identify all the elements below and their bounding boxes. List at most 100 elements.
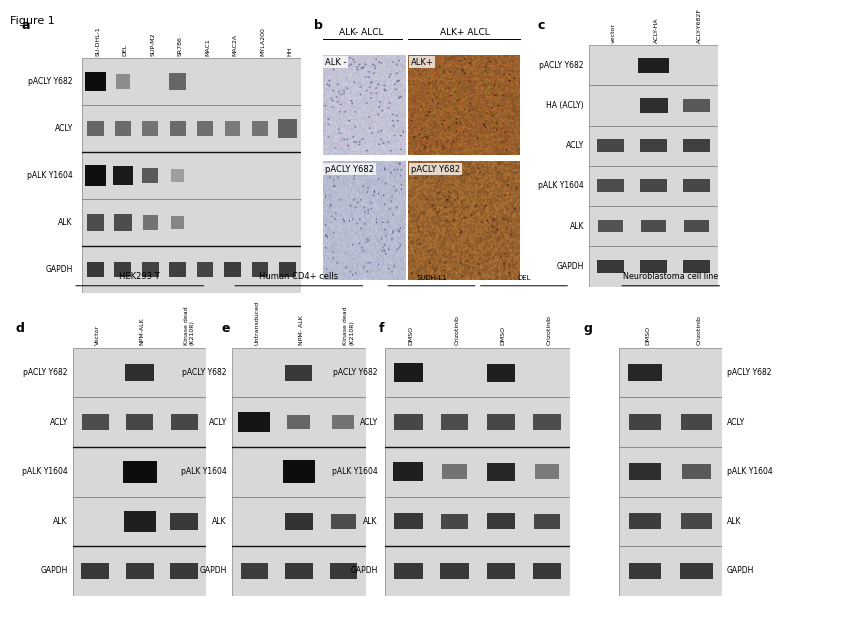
Bar [197, 121, 213, 136]
Text: pACLY Y682: pACLY Y682 [182, 368, 227, 377]
Text: ACLY: ACLY [359, 418, 378, 426]
Bar [81, 563, 109, 579]
Bar [640, 98, 667, 113]
Bar [232, 497, 366, 546]
Text: ALK: ALK [727, 517, 741, 526]
Bar [232, 397, 366, 447]
Bar [252, 121, 267, 136]
Bar [73, 546, 206, 596]
Bar [82, 415, 109, 430]
Bar [385, 397, 570, 447]
Bar [73, 397, 206, 447]
Bar [224, 121, 240, 136]
Text: DEL: DEL [123, 43, 128, 55]
Text: Figure 1: Figure 1 [10, 16, 55, 26]
Bar [598, 139, 624, 152]
Bar [171, 169, 184, 182]
Bar [441, 514, 468, 529]
Bar [278, 118, 297, 138]
Bar [287, 415, 310, 429]
Bar [589, 85, 718, 126]
Text: DMSO: DMSO [408, 326, 414, 345]
Bar [385, 348, 570, 397]
Text: Kinase dead
(K210R): Kinase dead (K210R) [343, 307, 354, 345]
Bar [142, 262, 158, 277]
Text: GAPDH: GAPDH [556, 262, 584, 271]
Bar [232, 546, 366, 596]
Bar [87, 262, 104, 277]
Bar [641, 220, 667, 232]
Text: GAPDH: GAPDH [351, 567, 378, 575]
Text: ACLY: ACLY [50, 418, 68, 426]
Text: ALK+ ALCL: ALK+ ALCL [439, 28, 489, 37]
Bar [126, 364, 154, 381]
Bar [126, 563, 154, 579]
Text: MAC2A: MAC2A [232, 33, 237, 55]
Bar [82, 246, 301, 293]
Text: vector: vector [611, 23, 616, 43]
Bar [332, 415, 354, 429]
Text: ACLY: ACLY [566, 141, 584, 150]
Bar [589, 206, 718, 247]
Bar [681, 414, 712, 430]
Text: MYLA200: MYLA200 [260, 27, 265, 55]
Text: f: f [378, 321, 384, 335]
Bar [534, 514, 561, 529]
Bar [82, 152, 301, 199]
Text: HEK293 T: HEK293 T [120, 272, 160, 281]
Bar [169, 73, 186, 90]
Bar [114, 262, 132, 277]
Bar [487, 563, 515, 579]
Text: pACLY Y682: pACLY Y682 [23, 368, 68, 377]
Bar [619, 497, 722, 546]
Bar [169, 121, 186, 136]
Text: ACLY: ACLY [727, 418, 745, 426]
Bar [170, 415, 198, 430]
Bar [589, 126, 718, 166]
Bar [589, 45, 718, 85]
Bar [85, 166, 106, 185]
Text: pACLY Y682: pACLY Y682 [334, 368, 378, 377]
Text: SR786: SR786 [178, 35, 182, 55]
Text: ALK: ALK [212, 517, 227, 526]
Text: pALK Y1604: pALK Y1604 [28, 171, 73, 180]
Text: Neuroblastoma cell line: Neuroblastoma cell line [624, 272, 718, 281]
Text: pALK Y1604: pALK Y1604 [538, 182, 584, 191]
Text: NPM- ALK: NPM- ALK [299, 316, 304, 345]
Text: Crizotinib: Crizotinib [455, 316, 459, 345]
Bar [619, 546, 722, 596]
Bar [286, 365, 312, 381]
Bar [232, 447, 366, 497]
Bar [589, 166, 718, 206]
Bar [126, 415, 153, 430]
Text: ALK- ALCL: ALK- ALCL [339, 28, 384, 37]
Bar [487, 364, 515, 381]
Bar [487, 513, 515, 529]
Text: MAC1: MAC1 [205, 38, 210, 55]
Bar [681, 513, 712, 529]
Text: GAPDH: GAPDH [200, 567, 227, 575]
Bar [82, 105, 301, 152]
Bar [684, 99, 710, 112]
Text: ALK: ALK [58, 218, 73, 227]
Bar [169, 262, 186, 277]
Bar [238, 412, 270, 432]
Bar [143, 215, 157, 230]
Bar [385, 497, 570, 546]
Bar [532, 563, 562, 579]
Bar [597, 260, 624, 273]
Text: ACLY: ACLY [209, 418, 227, 426]
Text: GAPDH: GAPDH [40, 567, 68, 575]
Bar [640, 260, 667, 273]
Text: ACLY-HA: ACLY-HA [654, 17, 659, 43]
Bar [682, 464, 711, 479]
Bar [114, 214, 132, 231]
Bar [84, 71, 107, 91]
Bar [684, 220, 710, 232]
Text: HA (ACLY): HA (ACLY) [546, 101, 584, 110]
Bar [394, 513, 422, 529]
Bar [629, 563, 661, 579]
Text: b: b [314, 19, 322, 32]
Text: Human CD4+ cells: Human CD4+ cells [259, 272, 339, 281]
Text: Vector: Vector [95, 325, 101, 345]
